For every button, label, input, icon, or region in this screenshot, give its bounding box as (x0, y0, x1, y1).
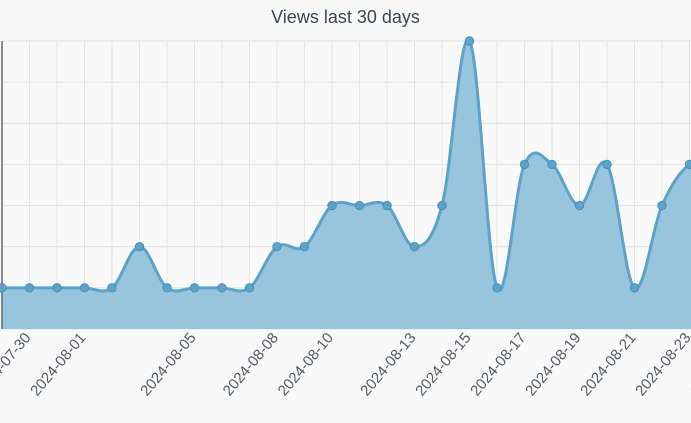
data-point (464, 36, 475, 46)
data-point (217, 283, 227, 293)
area-fill (2, 40, 691, 329)
x-tick-label: 2024-08-01 (27, 330, 89, 400)
data-point (354, 200, 365, 211)
x-tick-label: 2024-08-17 (467, 330, 529, 400)
data-point (52, 283, 62, 293)
data-point (272, 242, 282, 252)
x-tick-label: 2024-08-05 (137, 330, 199, 400)
data-point (657, 200, 667, 211)
x-tick-label: 2024-08-23 (632, 330, 691, 400)
data-point (189, 283, 200, 293)
data-point (244, 283, 255, 293)
data-point (409, 242, 420, 252)
x-tick-label: 2024-08-08 (220, 330, 282, 400)
data-point (684, 159, 691, 170)
data-point (327, 200, 337, 211)
x-tick-label: 2024-08-21 (577, 330, 639, 400)
data-point (79, 283, 90, 293)
data-point (547, 159, 557, 170)
x-tick-label: 2024-08-13 (357, 330, 419, 400)
data-point (134, 242, 145, 252)
data-point (492, 283, 502, 293)
data-point (574, 200, 585, 211)
data-point (519, 159, 530, 170)
data-point (382, 200, 392, 211)
x-tick-label: 2024-08-19 (522, 330, 584, 400)
data-point (602, 159, 612, 170)
x-tick-label: 2024-08-10 (275, 330, 337, 400)
data-point (437, 200, 447, 211)
data-point (24, 283, 35, 293)
data-points (0, 36, 691, 293)
chart-title: Views last 30 days (271, 7, 420, 27)
data-point (0, 283, 7, 293)
data-point (107, 283, 117, 293)
x-tick-label: 2024-08-15 (412, 330, 474, 400)
data-point (299, 242, 310, 252)
data-point (629, 283, 640, 293)
data-point (162, 283, 172, 293)
